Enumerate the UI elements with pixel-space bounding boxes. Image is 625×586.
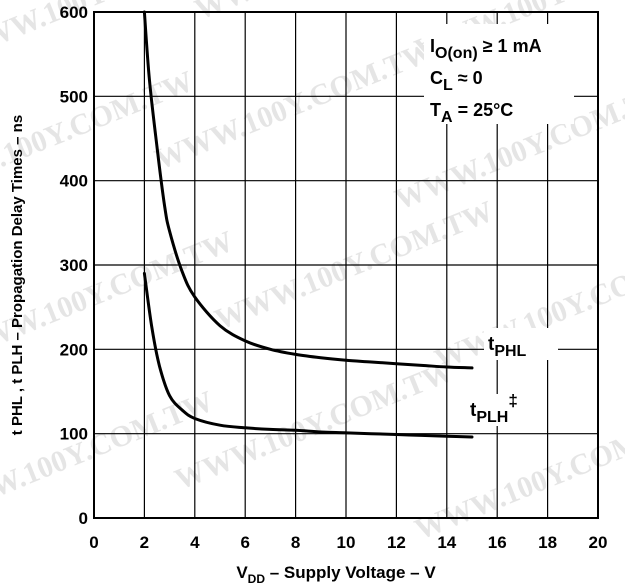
series-label-tplh: tPLH‡ [470, 391, 518, 426]
annotation-line: TA = 25°C [430, 100, 513, 126]
y-tick-label: 100 [60, 425, 88, 444]
x-tick-label: 2 [140, 533, 149, 552]
x-tick-label: 8 [291, 533, 300, 552]
y-tick-label: 500 [60, 87, 88, 106]
y-tick-labels: 0 100 200 300 400 500 600 [60, 3, 88, 528]
watermark-text: WWW.100Y.COM.TW [190, 0, 478, 26]
y-axis-label: t PHL , t PLH – Propagation Delay Times … [9, 115, 26, 435]
x-tick-label: 12 [387, 533, 406, 552]
y-tick-label: 400 [60, 172, 88, 191]
watermark-text: WWW.100Y.COM.TW [0, 65, 198, 207]
y-tick-label: 600 [60, 3, 88, 22]
series-line-tphl [142, 10, 474, 370]
plot-frame [93, 11, 599, 519]
x-tick-label: 6 [240, 533, 249, 552]
series-labels: tPHL tPLH‡ [466, 328, 558, 426]
series-label-bg [484, 328, 558, 360]
series-label-tphl: tPHL [488, 334, 527, 360]
x-axis-label: VDD – Supply Voltage – V [236, 563, 436, 586]
x-tick-label: 10 [337, 533, 356, 552]
x-tick-label: 0 [89, 533, 98, 552]
watermark-text: WWW.100Y.COM.TW [150, 35, 438, 177]
annotation-line: IO(on) ≥ 1 mA [430, 36, 542, 62]
y-tick-label: 0 [79, 509, 88, 528]
x-tick-labels: 0 2 4 6 8 10 12 14 16 18 20 [89, 533, 607, 552]
x-tick-label: 14 [437, 533, 456, 552]
x-tick-label: 18 [538, 533, 557, 552]
y-tick-label: 200 [60, 340, 88, 359]
watermark-text: WWW.100Y.COM.TW [0, 385, 218, 527]
series-line-tplh [142, 271, 474, 439]
annotation-box [424, 24, 574, 124]
x-tick-label: 16 [488, 533, 507, 552]
watermark-text: WWW.100Y.COM.TW [0, 225, 238, 367]
series-layer [142, 10, 474, 439]
series-label-bg [466, 394, 540, 426]
annotations: IO(on) ≥ 1 mA CL ≈ 0 TA = 25°C [424, 24, 574, 126]
x-tick-label: 4 [190, 533, 200, 552]
x-tick-label: 20 [589, 533, 608, 552]
watermark-text: WWW.100Y.COM.TW [170, 355, 458, 497]
y-tick-label: 300 [60, 256, 88, 275]
annotation-line: CL ≈ 0 [430, 68, 483, 94]
